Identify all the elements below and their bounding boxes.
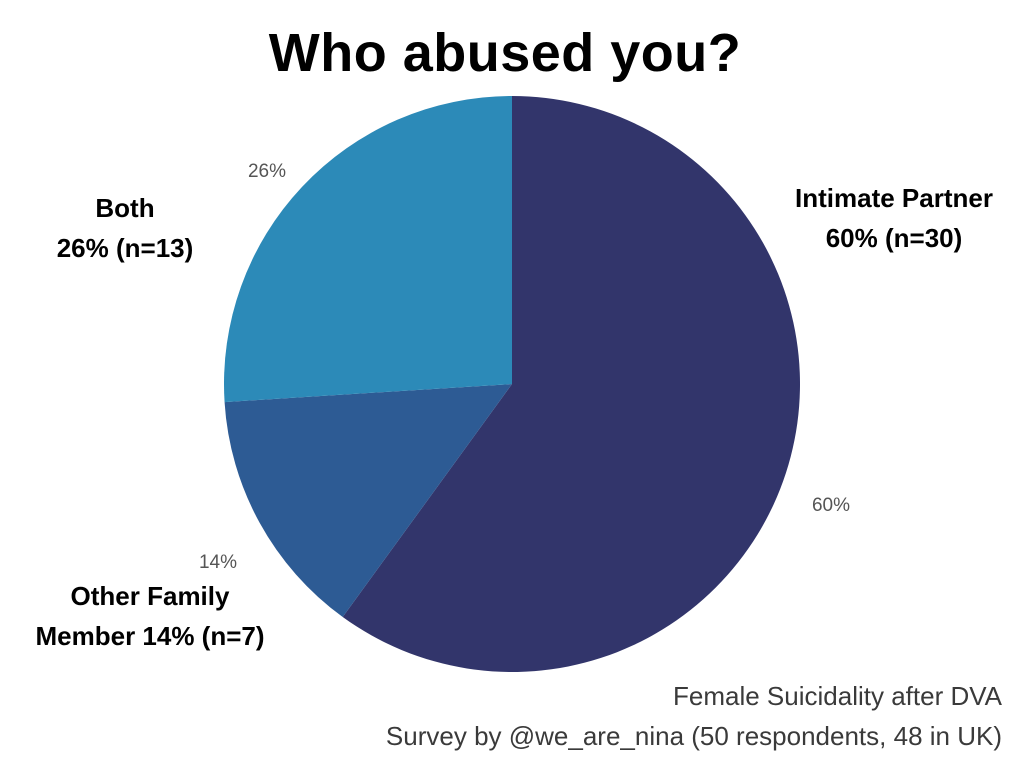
pie-slice-both: [224, 96, 512, 403]
source-note: Female Suicidality after DVA Survey by @…: [386, 676, 1002, 756]
category-name-other-family: Other Family: [70, 581, 230, 611]
slice-value-label-other-family: 14%: [199, 552, 237, 573]
source-line-1: Female Suicidality after DVA: [673, 681, 1002, 711]
category-name-intimate-partner: Intimate Partner: [795, 183, 993, 213]
category-detail-intimate-partner: 60% (n=30): [825, 223, 963, 253]
category-name-both: Both: [95, 193, 155, 223]
category-detail-both: 26% (n=13): [56, 233, 194, 263]
pie-slice-other-family: [224, 384, 512, 617]
category-label-other-family: Other Family Member 14% (n=7): [6, 576, 294, 656]
category-label-both: Both 26% (n=13): [30, 188, 220, 268]
chart-title: Who abused you?: [268, 23, 742, 83]
category-label-intimate-partner: Intimate Partner 60% (n=30): [766, 178, 1022, 258]
slice-value-label-intimate-partner: 60%: [812, 495, 850, 516]
pie-slice-intimate-partner: [342, 96, 801, 672]
source-line-2: Survey by @we_are_nina (50 respondents, …: [385, 721, 1002, 751]
category-detail-other-family: Member 14% (n=7): [35, 621, 265, 651]
slice-value-label-both: 26%: [248, 161, 286, 182]
